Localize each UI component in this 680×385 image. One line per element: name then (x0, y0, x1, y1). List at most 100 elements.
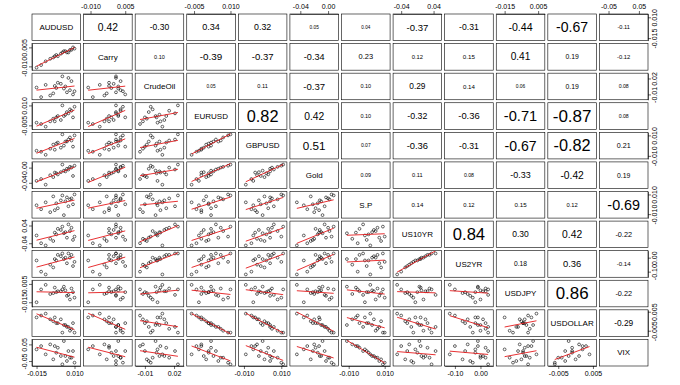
point (69, 298, 72, 301)
fit-line (140, 169, 178, 175)
points (295, 340, 335, 366)
point (40, 270, 43, 273)
fit-line (347, 340, 385, 363)
point (396, 273, 399, 276)
point (259, 265, 262, 268)
scatter-panel (548, 339, 597, 366)
points (295, 193, 335, 216)
point (197, 234, 200, 237)
correlation-panel: -0.30 (135, 14, 184, 41)
panel-frame (445, 280, 494, 307)
panel-frame (32, 251, 81, 278)
point (200, 286, 203, 289)
fit-line (140, 201, 178, 205)
point (72, 265, 75, 268)
points (503, 340, 538, 366)
point (434, 294, 437, 297)
panel-frame (238, 251, 287, 278)
point (250, 242, 253, 245)
points (190, 283, 232, 303)
point (53, 286, 56, 289)
point (156, 149, 159, 152)
point (369, 283, 372, 286)
point (115, 252, 118, 255)
scatter-panel (32, 44, 81, 71)
points (190, 193, 232, 216)
tick-label: 0.00 (474, 370, 488, 377)
diagonal-panel: EURUSD (187, 103, 236, 130)
tick-label: 0.010 (376, 370, 394, 377)
point (302, 259, 305, 262)
correlation-label: 0.08 (464, 172, 474, 178)
point (61, 363, 64, 366)
correlation-label: 0.82 (247, 107, 279, 125)
points (448, 340, 489, 366)
point (52, 240, 55, 243)
point (108, 253, 111, 256)
point (369, 244, 372, 247)
point (567, 340, 570, 343)
point (318, 355, 321, 358)
panel-frame (135, 221, 184, 248)
point (313, 211, 316, 214)
x-axis: -0.0100.010 (235, 366, 291, 377)
point (374, 256, 377, 259)
tick-mark (29, 302, 32, 303)
scatter-panel (290, 310, 339, 337)
point (103, 237, 106, 240)
point (356, 242, 359, 245)
point (365, 239, 368, 242)
scatter-panel (187, 310, 236, 337)
point (588, 353, 591, 356)
correlation-panel: 0.32 (238, 14, 287, 41)
variable-name: VIX (617, 349, 631, 358)
panel-frame (84, 251, 133, 278)
panel-frame (393, 251, 442, 278)
correlation-label: 0.09 (361, 172, 371, 178)
point (56, 141, 59, 144)
point (40, 208, 43, 211)
point (261, 258, 264, 261)
point (263, 240, 266, 243)
point (244, 183, 247, 186)
scatter-panel (84, 310, 133, 337)
point (44, 83, 47, 86)
fit-line (140, 321, 178, 327)
point (161, 183, 164, 186)
point (515, 326, 518, 329)
point (477, 285, 480, 288)
point (115, 360, 118, 363)
panel-frame (496, 192, 545, 219)
fit-line (140, 290, 178, 294)
scatter-panel (32, 339, 81, 366)
point (168, 166, 171, 169)
point (210, 214, 213, 217)
point (374, 298, 377, 301)
point (53, 171, 56, 174)
point (321, 285, 324, 288)
axis-line (239, 366, 288, 367)
point (210, 285, 213, 288)
points (244, 223, 284, 247)
diagonal-panel: Gold (290, 162, 339, 189)
scatter-panel (84, 251, 133, 278)
panel-frame (84, 192, 133, 219)
tick: 0.010 (273, 366, 291, 377)
point (73, 331, 76, 334)
panel-frame (238, 103, 287, 130)
tick-mark (244, 366, 245, 369)
correlation-label: 0.06 (516, 84, 526, 89)
tick-label: -0.010 (651, 146, 658, 166)
point (49, 237, 52, 240)
point (378, 236, 381, 239)
x-axis: -0.0150.005 (495, 3, 547, 15)
point (147, 167, 150, 170)
point (163, 119, 166, 122)
tick: -0.015 (495, 3, 515, 14)
point (229, 225, 232, 228)
point (159, 345, 162, 348)
tick-mark (91, 11, 92, 14)
correlation-label: 0.10 (360, 113, 371, 119)
x-axis: -0.0100.005 (81, 3, 134, 15)
point (122, 105, 125, 108)
